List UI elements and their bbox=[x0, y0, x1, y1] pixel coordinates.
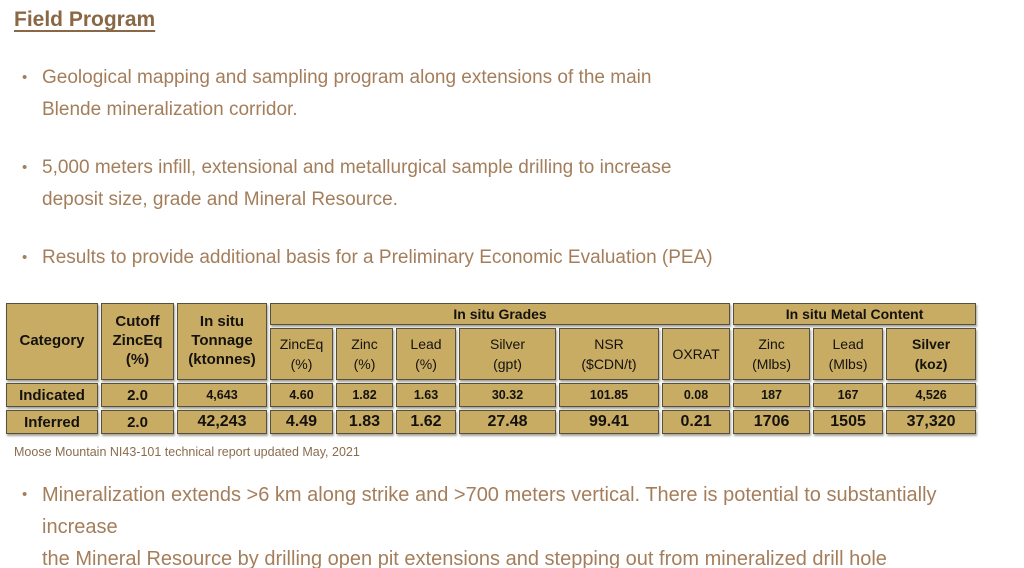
mineral-resource-table: Category Cutoff ZincEq (%) In situ Tonna… bbox=[3, 300, 979, 437]
col-header-nsr: NSR ($CDN/t) bbox=[559, 328, 659, 380]
col-header-insitu-tonnage: In situ Tonnage (ktonnes) bbox=[177, 303, 267, 380]
bullet-text: Mineralization extends >6 km along strik… bbox=[42, 479, 972, 568]
col-header-lead-pct: Lead (%) bbox=[396, 328, 456, 380]
cell-indicated-lead-pct: 1.63 bbox=[396, 383, 456, 407]
closing-section: • Mineralization extends >6 km along str… bbox=[0, 479, 1024, 568]
col-header-zinc-pct: Zinc (%) bbox=[336, 328, 393, 380]
cell-indicated-lead-mlbs: 167 bbox=[813, 383, 884, 407]
bullet-line: Blende mineralization corridor. bbox=[42, 99, 298, 120]
cell-inferred-category: Inferred bbox=[6, 410, 98, 434]
page-title: Field Program bbox=[14, 8, 156, 31]
bullet-line: deposit size, grade and Mineral Resource… bbox=[42, 189, 398, 210]
table-row-inferred: Inferred 2.0 42,243 4.49 1.83 1.62 27.48… bbox=[6, 410, 977, 434]
bullet-item-mineralization-extends: • Mineralization extends >6 km along str… bbox=[22, 479, 1024, 568]
cell-indicated-oxrat: 0.08 bbox=[662, 383, 731, 407]
cell-inferred-zinc-mlbs: 1706 bbox=[733, 410, 811, 434]
group-header-insitu-metal-content: In situ Metal Content bbox=[733, 303, 977, 325]
bullet-dot-icon: • bbox=[22, 69, 28, 86]
cell-inferred-silver-koz: 37,320 bbox=[886, 410, 977, 434]
col-header-silver-gpt: Silver (gpt) bbox=[459, 328, 556, 380]
bullet-line: 5,000 meters infill, extensional and met… bbox=[42, 157, 672, 178]
bullet-dot-icon: • bbox=[22, 159, 28, 176]
cell-indicated-silver-gpt: 30.32 bbox=[459, 383, 556, 407]
col-header-category: Category bbox=[6, 303, 98, 380]
cell-indicated-zinc-pct: 1.82 bbox=[336, 383, 393, 407]
col-header-lead-mlbs: Lead (Mlbs) bbox=[813, 328, 884, 380]
cell-indicated-cutoff: 2.0 bbox=[101, 383, 174, 407]
cell-inferred-zinc-pct: 1.83 bbox=[336, 410, 393, 434]
cell-inferred-lead-mlbs: 1505 bbox=[813, 410, 884, 434]
bullet-line: Results to provide additional basis for … bbox=[42, 247, 713, 268]
bullet-dot-icon: • bbox=[22, 249, 28, 266]
cell-inferred-lead-pct: 1.62 bbox=[396, 410, 456, 434]
cell-inferred-nsr: 99.41 bbox=[559, 410, 659, 434]
cell-indicated-silver-koz: 4,526 bbox=[886, 383, 977, 407]
cell-inferred-zinceq-pct: 4.49 bbox=[270, 410, 333, 434]
bullet-text: 5,000 meters infill, extensional and met… bbox=[42, 152, 671, 216]
cell-indicated-nsr: 101.85 bbox=[559, 383, 659, 407]
group-header-insitu-grades: In situ Grades bbox=[270, 303, 731, 325]
cell-inferred-silver-gpt: 27.48 bbox=[459, 410, 556, 434]
col-header-zinc-mlbs: Zinc (Mlbs) bbox=[733, 328, 811, 380]
col-header-oxrat: OXRAT bbox=[662, 328, 731, 380]
bullet-item-geological-mapping: • Geological mapping and sampling progra… bbox=[22, 62, 1024, 126]
cell-indicated-zinc-mlbs: 187 bbox=[733, 383, 811, 407]
table-footnote: Moose Mountain NI43-101 technical report… bbox=[14, 445, 360, 459]
table-row-indicated: Indicated 2.0 4,643 4.60 1.82 1.63 30.32… bbox=[6, 383, 977, 407]
col-header-cutoff-zinceq: Cutoff ZincEq (%) bbox=[101, 303, 174, 380]
bullet-item-drilling: • 5,000 meters infill, extensional and m… bbox=[22, 152, 1024, 216]
col-header-silver-koz: Silver (koz) bbox=[886, 328, 977, 380]
cell-inferred-tonnage: 42,243 bbox=[177, 410, 267, 434]
bullet-line: Mineralization extends >6 km along strik… bbox=[42, 484, 937, 538]
cell-indicated-category: Indicated bbox=[6, 383, 98, 407]
cell-inferred-oxrat: 0.21 bbox=[662, 410, 731, 434]
bullet-line: Geological mapping and sampling program … bbox=[42, 67, 652, 88]
cell-inferred-cutoff: 2.0 bbox=[101, 410, 174, 434]
bullet-text: Geological mapping and sampling program … bbox=[42, 62, 651, 126]
bullet-line: the Mineral Resource by drilling open pi… bbox=[42, 548, 887, 568]
bullet-text: Results to provide additional basis for … bbox=[42, 242, 713, 274]
cell-indicated-zinceq-pct: 4.60 bbox=[270, 383, 333, 407]
bullet-list: • Geological mapping and sampling progra… bbox=[0, 62, 1024, 274]
col-header-zinceq-pct: ZincEq (%) bbox=[270, 328, 333, 380]
bullet-dot-icon: • bbox=[22, 486, 28, 503]
cell-indicated-tonnage: 4,643 bbox=[177, 383, 267, 407]
bullet-item-pea: • Results to provide additional basis fo… bbox=[22, 242, 1024, 274]
